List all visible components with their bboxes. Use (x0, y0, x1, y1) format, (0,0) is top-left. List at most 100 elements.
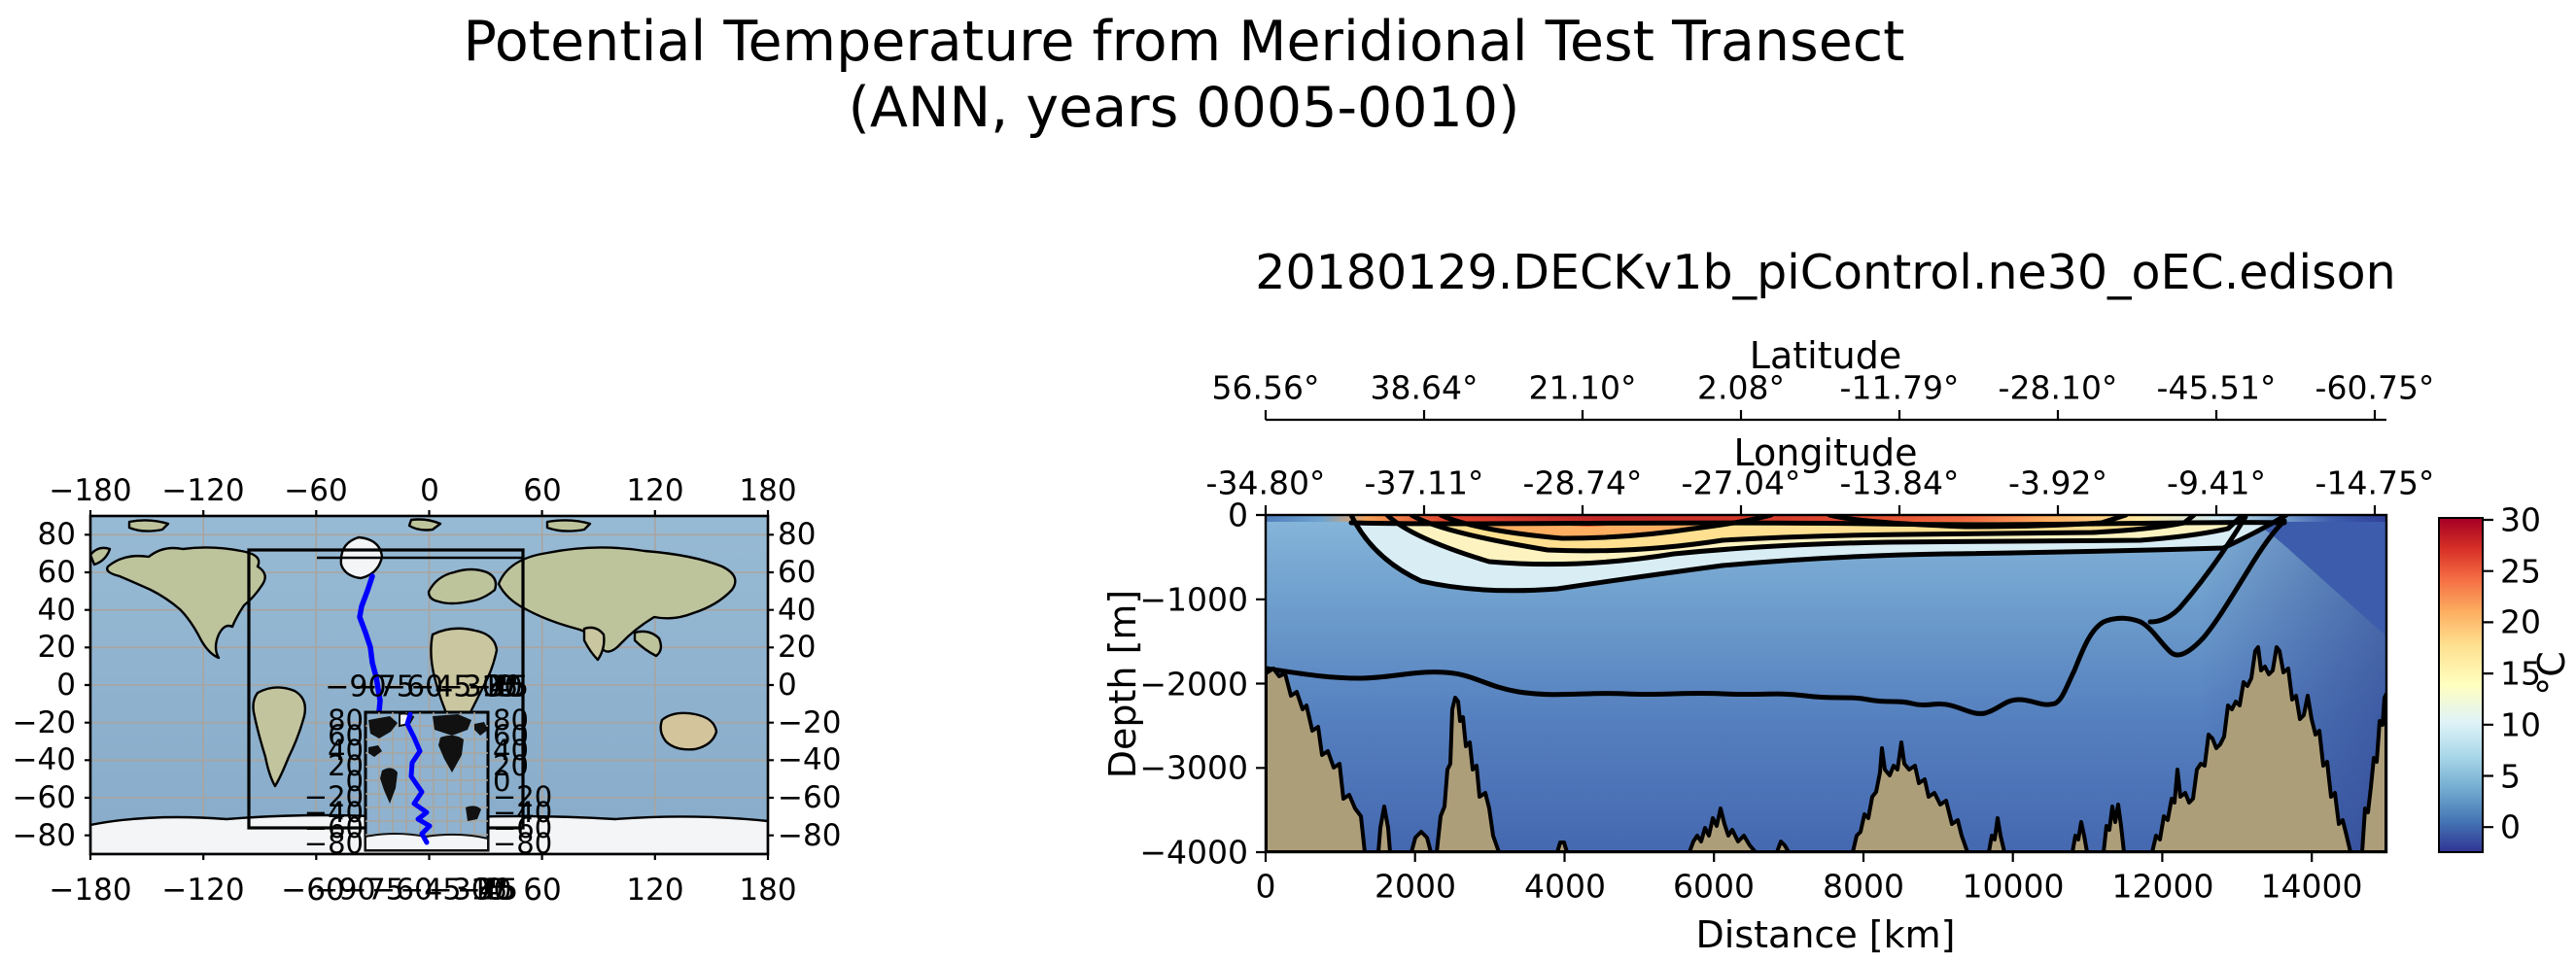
map-top-tick: 120 (626, 473, 684, 508)
distance-tick: 8000 (1823, 867, 1904, 906)
depth-tick: −2000 (1139, 665, 1248, 704)
section-plot-area (1264, 513, 2388, 854)
map-top-tick: 180 (739, 473, 797, 508)
latitude-tick: -28.10° (1998, 368, 2118, 407)
longitude-tick: -37.11° (1364, 463, 1484, 502)
map-x-tickmarks (88, 510, 770, 860)
map-bottom-tick: −180 (49, 873, 132, 908)
map-right-tick: 20 (778, 630, 817, 665)
distance-tick: 14000 (2260, 867, 2363, 906)
map-bottom-tick: 60 (523, 873, 562, 908)
map-alaska (90, 546, 112, 566)
map-right-tick: −20 (778, 705, 842, 740)
depth-tick: −4000 (1139, 833, 1248, 872)
map-y-tickmarks (85, 533, 774, 837)
map-left-tick: −80 (12, 818, 76, 853)
distance-tick: 4000 (1524, 867, 1606, 906)
latitude-axis (1264, 410, 2386, 422)
map-left-tick: 20 (37, 630, 76, 665)
map-inset-transect-line (404, 711, 433, 845)
map-inset (364, 710, 490, 852)
longitude-tick: -34.80° (1205, 463, 1326, 502)
distance-tick: 10000 (1962, 867, 2065, 906)
section-plot (1256, 505, 2388, 862)
colorbar-tick: 0 (2500, 807, 2521, 846)
colorbar-label: °C (2530, 651, 2573, 696)
map-arctic-islands (127, 518, 592, 532)
map-top-tick: 0 (420, 473, 439, 508)
latitude-tick: 56.56° (1211, 368, 1320, 407)
latitude-tick: -11.79° (1839, 368, 1960, 407)
latitude-axis-label: Latitude (1749, 334, 1902, 377)
distance-tick: 2000 (1375, 867, 1456, 906)
map-right-tick: −60 (778, 780, 842, 815)
map-right-tick: 60 (778, 555, 817, 590)
figure-title-line1: Potential Temperature from Meridional Te… (463, 10, 1905, 74)
depth-tick: 0 (1228, 496, 1248, 534)
latitude-tick: -45.51° (2156, 368, 2277, 407)
depth-axis-label: Depth [m] (1101, 589, 1144, 779)
latitude-tick: -60.75° (2315, 368, 2435, 407)
section-top-tickmarks (1264, 505, 2377, 515)
map-left-tick: −60 (12, 780, 76, 815)
section-cold-wedge (2243, 515, 2386, 636)
colorbar (2438, 517, 2484, 853)
map-south-america (252, 686, 307, 788)
map-bottom-tick: 180 (739, 873, 797, 908)
inset-y-ticks-overlapped-left: 80 60 40 20 0 −20 −40 −60 −80 (303, 704, 364, 860)
map-left-tick: 0 (56, 668, 76, 703)
map-transect-line (357, 573, 383, 714)
map-right-tick: −80 (778, 818, 842, 853)
map-left-tick: 80 (37, 517, 76, 552)
colorbar-tick: 15 (2500, 654, 2541, 693)
colorbar-tick: 10 (2500, 705, 2541, 744)
section-title: 20180129.DECKv1b_piControl.ne30_oEC.edis… (1255, 245, 2396, 300)
map-inset-graticule (366, 712, 488, 850)
map-top-tick: −60 (284, 473, 348, 508)
longitude-tick: -27.04° (1681, 463, 1801, 502)
map-right-tick: 0 (778, 668, 797, 703)
longitude-tick: -9.41° (2167, 463, 2266, 502)
colorbar-tick: 25 (2500, 552, 2541, 591)
map-top-tick: −180 (49, 473, 132, 508)
map-europe (427, 567, 498, 605)
distance-tick: 0 (1255, 867, 1276, 906)
inset-y-ticks-overlapped-right: 80 60 40 20 0 −20 −40 −60 −80 (493, 704, 553, 860)
map-north-america (106, 546, 266, 660)
colorbar-tick: 20 (2500, 602, 2541, 641)
inset-x-ticks-overlapped-top: −90−75−60−45−30−150153045 (325, 669, 530, 704)
map-right-tick: −40 (778, 742, 842, 777)
map-bottom-tick: −120 (161, 873, 245, 908)
longitude-tick: -3.92° (2008, 463, 2107, 502)
depth-tick: −3000 (1139, 748, 1248, 787)
longitude-tick: -13.84° (1839, 463, 1960, 502)
map-australia (659, 711, 718, 751)
map-southeast-asia (633, 630, 663, 658)
map-continents (90, 518, 768, 854)
world-map (85, 510, 774, 860)
figure-title-line2: (ANN, years 0005-0010) (848, 76, 1520, 140)
latitude-tick: 21.10° (1528, 368, 1637, 407)
depth-tick: −1000 (1139, 580, 1248, 619)
map-plot-area (88, 514, 770, 856)
longitude-axis-label: Longitude (1733, 431, 1918, 474)
longitude-tick: -28.74° (1522, 463, 1643, 502)
map-left-tick: 60 (37, 555, 76, 590)
map-right-tick: 40 (778, 593, 817, 628)
map-bottom-tick: 120 (626, 873, 684, 908)
map-top-tick: 60 (523, 473, 562, 508)
map-left-tick: −20 (12, 705, 76, 740)
colorbar-tickmarks (2484, 518, 2493, 829)
section-surface-strip (1266, 515, 2386, 522)
colorbar-tick: 30 (2500, 500, 2541, 539)
map-right-tick: 80 (778, 517, 817, 552)
map-bottom-tick: −60 (281, 873, 345, 908)
map-india (582, 626, 606, 662)
map-left-tick: −40 (12, 742, 76, 777)
section-bottom-tickmarks (1264, 852, 2314, 862)
inset-x-ticks-overlapped-bottom: −90−75−60−45−30−150153045 (314, 873, 519, 908)
distance-axis-label: Distance [km] (1695, 913, 1956, 956)
section-left-tickmarks (1256, 513, 1266, 854)
map-africa (430, 627, 499, 730)
